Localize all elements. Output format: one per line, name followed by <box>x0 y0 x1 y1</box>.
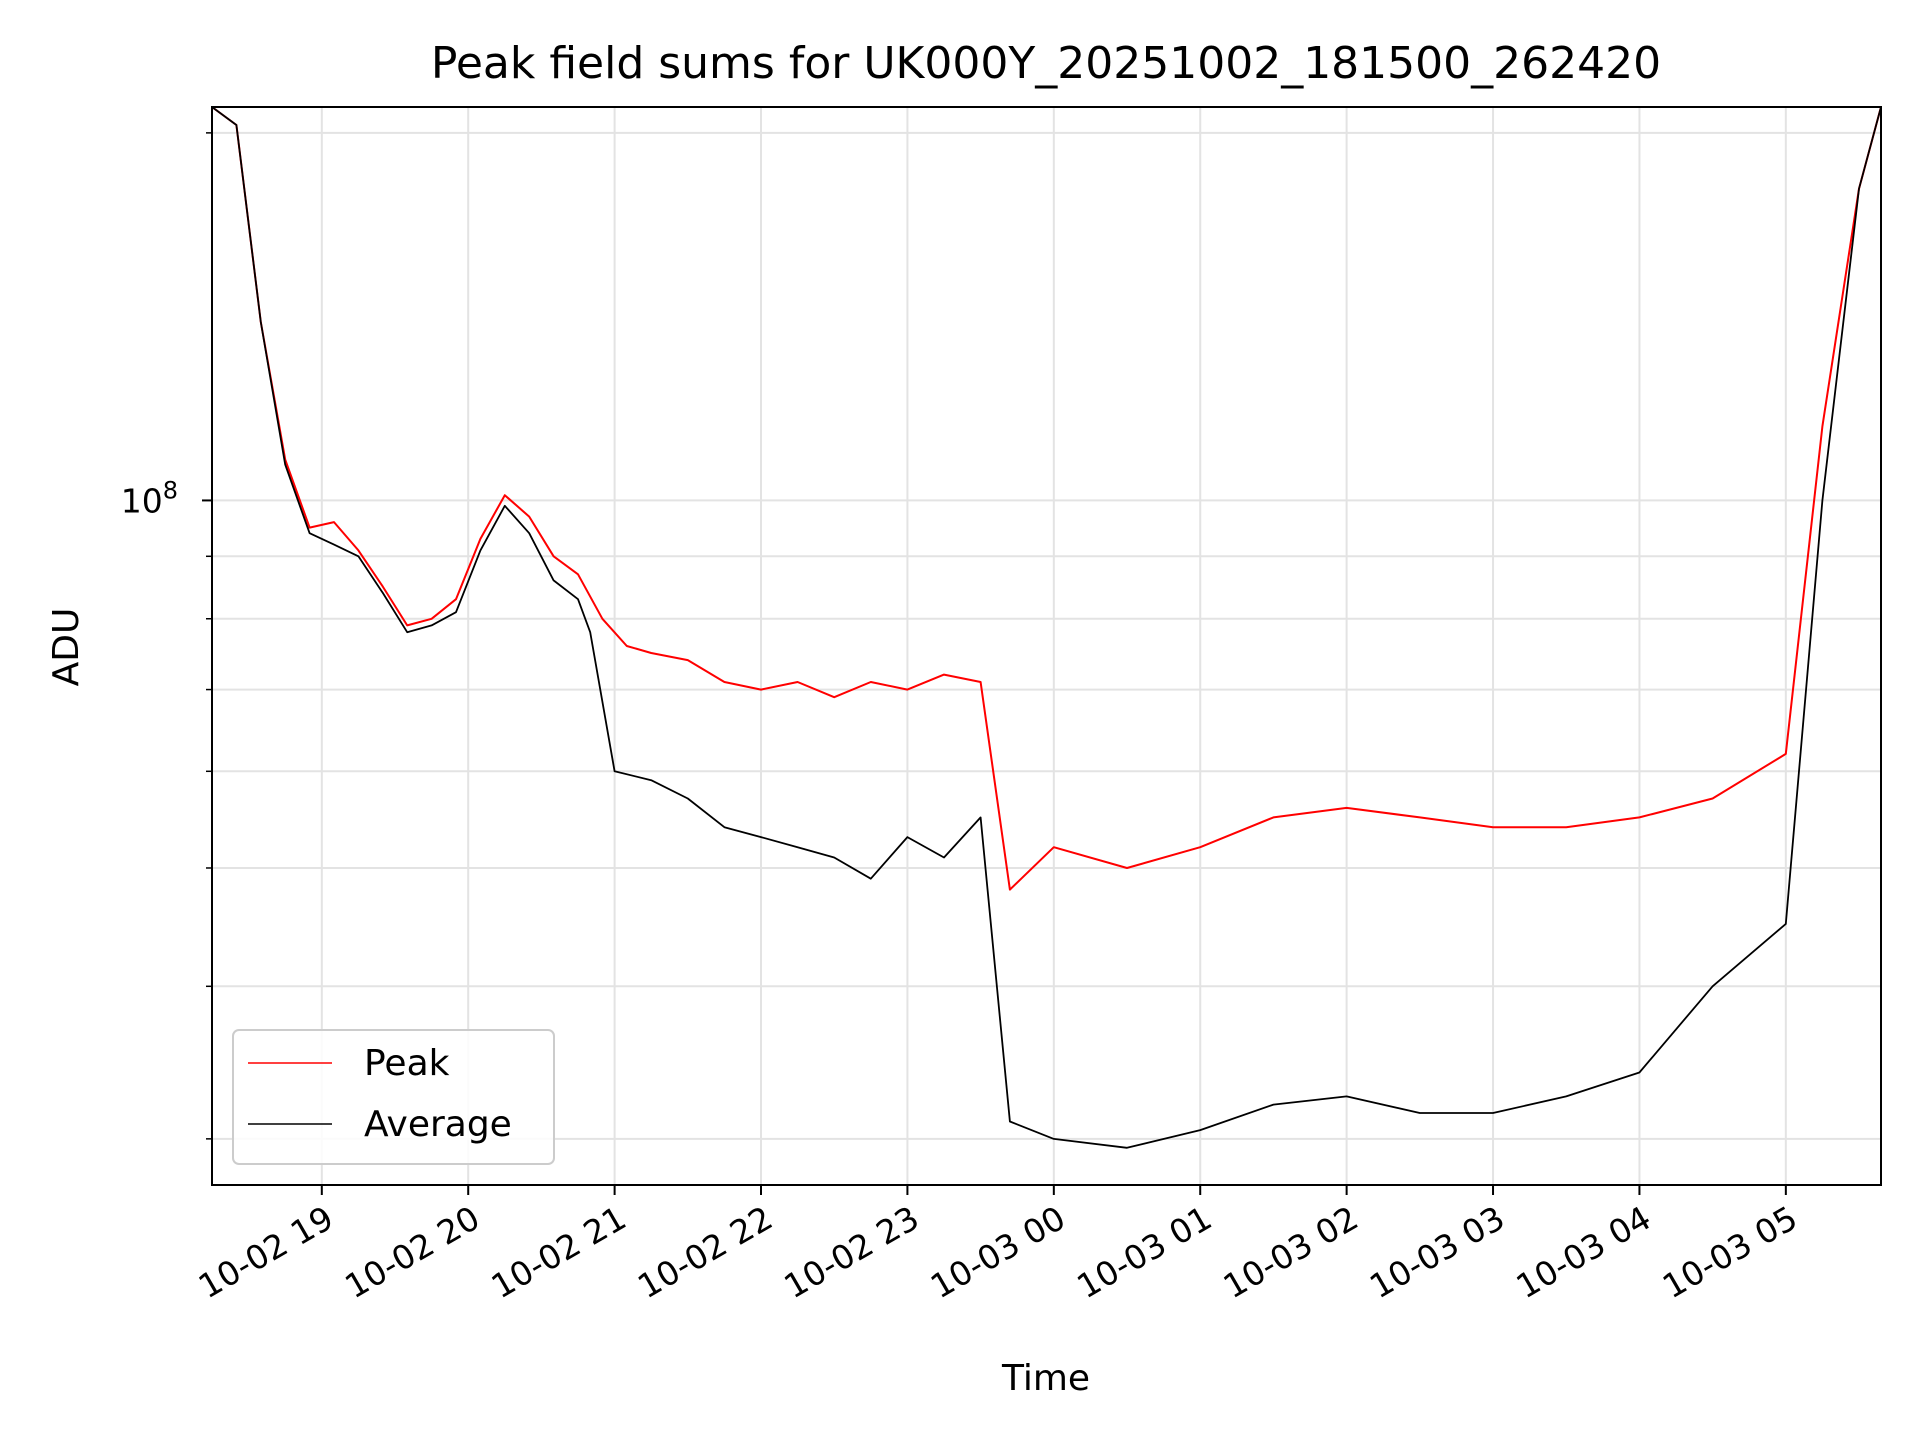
legend-label-average: Average <box>364 1104 512 1145</box>
plot-frame <box>211 106 1882 1186</box>
plot-lines <box>211 106 1882 1149</box>
chart-title: Peak field sums for UK000Y_20251002_1815… <box>431 38 1661 89</box>
series-line-average <box>211 106 1882 1149</box>
y-axis-label: ADU <box>46 608 87 687</box>
series-line-peak <box>211 106 1882 891</box>
legend: Peak Average <box>232 1029 555 1165</box>
x-axis-label: Time <box>1001 1358 1090 1399</box>
grid <box>212 107 1881 1185</box>
y-tick-label: 108 <box>121 476 178 520</box>
legend-label-peak: Peak <box>364 1043 450 1084</box>
